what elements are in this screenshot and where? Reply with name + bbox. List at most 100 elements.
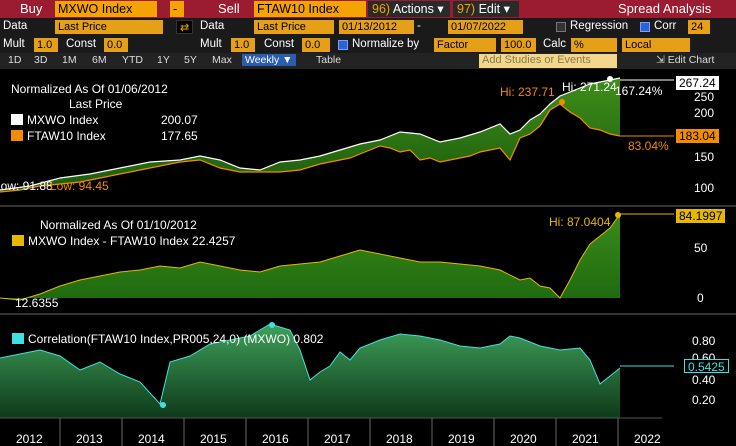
tab-1m[interactable]: 1M bbox=[62, 54, 77, 66]
corr-period-field[interactable]: 24 bbox=[688, 20, 710, 34]
regression-label: Regression bbox=[570, 20, 629, 32]
p1-ytick-150: 150 bbox=[694, 150, 715, 164]
actions-menu-button[interactable]: 96) Actions ▾ bbox=[368, 1, 450, 17]
x-label-2016: 2016 bbox=[262, 432, 289, 446]
mxwo-hi-marker bbox=[607, 76, 613, 82]
tab-table[interactable]: Table bbox=[316, 54, 342, 66]
const-label-left: Const bbox=[66, 38, 97, 50]
tab-6m[interactable]: 6M bbox=[92, 54, 107, 66]
swap-arrow-icon[interactable]: ⇄ bbox=[176, 20, 193, 34]
data-select-left[interactable]: Last Price bbox=[55, 20, 163, 34]
x-label-2017: 2017 bbox=[324, 432, 351, 446]
corr-label: Corr bbox=[654, 20, 677, 32]
mxwo-pct-label: 167.24% bbox=[615, 84, 663, 98]
corr-last-badge: 0.5425 bbox=[684, 359, 729, 374]
legend-mxwo-name: MXWO Index bbox=[27, 113, 99, 127]
mxwo-swatch bbox=[11, 114, 23, 125]
ftaw10-hi-marker bbox=[559, 99, 565, 105]
const-field-right[interactable]: 0.0 bbox=[302, 38, 330, 52]
ftaw10-line bbox=[0, 103, 621, 193]
tab-1d[interactable]: 1D bbox=[8, 54, 22, 66]
spread-hi-marker bbox=[615, 212, 621, 218]
p1-ytick-250: 250 bbox=[694, 90, 715, 104]
edit-chart-label: Edit Chart bbox=[667, 54, 715, 66]
regression-checkbox[interactable] bbox=[556, 22, 566, 32]
x-label-2012: 2012 bbox=[16, 432, 43, 446]
mult-label-left: Mult bbox=[3, 38, 25, 50]
mult-label-right: Mult bbox=[200, 38, 222, 50]
legend-spread: MXWO Index - FTAW10 Index 22.4257 bbox=[12, 234, 235, 248]
x-axis-ticks bbox=[59, 418, 619, 446]
actions-prefix: 96) bbox=[372, 2, 391, 16]
data-row: Data Last Price ⇄ Data Last Price 01/13/… bbox=[0, 18, 736, 36]
spread-last-badge: 84.1997 bbox=[676, 209, 726, 223]
data-select-right[interactable]: Last Price bbox=[254, 20, 334, 34]
p2-ytick-50: 50 bbox=[694, 241, 708, 255]
currency-select[interactable]: Local bbox=[622, 38, 690, 52]
top-toolbar: Buy MXWO Index - Sell FTAW10 Index 96) A… bbox=[0, 0, 736, 18]
legend-spread-text: MXWO Index - FTAW10 Index 22.4257 bbox=[28, 234, 236, 248]
x-label-2020: 2020 bbox=[510, 432, 537, 446]
mult-field-right[interactable]: 1.0 bbox=[231, 38, 255, 52]
spread-hi-label: Hi: 87.0404 bbox=[549, 215, 611, 229]
mxwo-hi-label: Hi: 271.24 bbox=[562, 80, 617, 94]
data-label-right: Data bbox=[200, 20, 225, 32]
x-label-2015: 2015 bbox=[200, 432, 227, 446]
studies-search-input[interactable]: Add Studies or Events bbox=[479, 54, 617, 68]
p1-ytick-200: 200 bbox=[694, 106, 715, 120]
corr-checkbox[interactable] bbox=[640, 22, 650, 32]
legend-mxwo: MXWO Index 200.07 bbox=[11, 113, 198, 127]
mxwo-line bbox=[0, 77, 621, 191]
tab-5y[interactable]: 5Y bbox=[184, 54, 197, 66]
normalize-checkbox[interactable] bbox=[338, 40, 348, 50]
buy-dropdown-button[interactable]: - bbox=[170, 1, 184, 17]
const-field-left[interactable]: 0.0 bbox=[104, 38, 128, 52]
corr-hi-marker bbox=[269, 322, 275, 328]
edit-chart-button[interactable]: ⇲ Edit Chart bbox=[656, 54, 714, 66]
sell-security-field[interactable]: FTAW10 Index bbox=[254, 1, 366, 17]
normalize-label: Normalize by bbox=[352, 38, 420, 50]
buy-security-field[interactable]: MXWO Index bbox=[55, 1, 157, 17]
buy-label: Buy bbox=[20, 1, 43, 16]
tab-max[interactable]: Max bbox=[212, 54, 232, 66]
ftaw10-hi-label: Hi: 237.71 bbox=[500, 85, 555, 99]
edit-label: Edit ▾ bbox=[478, 2, 510, 16]
calc-select[interactable]: % bbox=[571, 38, 617, 52]
panel1-legend-title: Normalized As Of 01/06/2012 bbox=[11, 82, 168, 96]
panel2-legend: Normalized As Of 01/10/2012 MXWO Index -… bbox=[8, 218, 278, 250]
legend-correlation: Correlation(FTAW10 Index,PR005,24,0) (MX… bbox=[12, 332, 323, 346]
edit-prefix: 97) bbox=[457, 2, 476, 16]
panel1-legend-subtitle: Last Price bbox=[69, 97, 123, 111]
tab-1y[interactable]: 1Y bbox=[157, 54, 170, 66]
period-tabs: 1D 3D 1M 6M YTD 1Y 5Y Max Weekly ▼ Table… bbox=[0, 53, 736, 69]
tab-3d[interactable]: 3D bbox=[34, 54, 48, 66]
corr-low-marker bbox=[160, 402, 166, 408]
start-date-field[interactable]: 01/13/2012 bbox=[339, 20, 414, 34]
mult-field-left[interactable]: 1.0 bbox=[34, 38, 58, 52]
ftaw10-low-label: Low: 94.45 bbox=[50, 179, 109, 193]
x-label-2014: 2014 bbox=[138, 432, 165, 446]
p3-ytick-080: 0.80 bbox=[692, 334, 716, 348]
factor-field[interactable]: 100.0 bbox=[501, 38, 536, 52]
x-axis-area bbox=[0, 418, 736, 446]
sell-label: Sell bbox=[218, 1, 240, 16]
tab-ytd[interactable]: YTD bbox=[122, 54, 143, 66]
correlation-line bbox=[0, 323, 621, 406]
mult-row: Mult 1.0 Const 0.0 Mult 1.0 Const 0.0 No… bbox=[0, 36, 736, 54]
actions-label: Actions ▾ bbox=[392, 2, 444, 16]
legend-correlation-text: Correlation(FTAW10 Index,PR005,24,0) (MX… bbox=[28, 332, 324, 346]
p1-ytick-100: 100 bbox=[694, 181, 715, 195]
end-date-field[interactable]: 01/07/2022 bbox=[448, 20, 523, 34]
panel3-fill bbox=[0, 324, 620, 418]
edit-menu-button[interactable]: 97) Edit ▾ bbox=[453, 1, 519, 17]
mxwo-low-label: Low: 91.88 bbox=[0, 179, 53, 193]
legend-mxwo-value: 200.07 bbox=[161, 113, 198, 127]
normalize-select[interactable]: Factor bbox=[434, 38, 496, 52]
panel1-spread-fill bbox=[0, 78, 620, 192]
spread-swatch bbox=[12, 235, 24, 246]
ftaw10-pct-label: 83.04% bbox=[628, 139, 669, 153]
x-label-2022: 2022 bbox=[634, 432, 661, 446]
legend-ftaw10-name: FTAW10 Index bbox=[27, 129, 106, 143]
frequency-select[interactable]: Weekly ▼ bbox=[242, 54, 296, 66]
edit-chart-arrow-icon: ⇲ bbox=[656, 54, 668, 66]
